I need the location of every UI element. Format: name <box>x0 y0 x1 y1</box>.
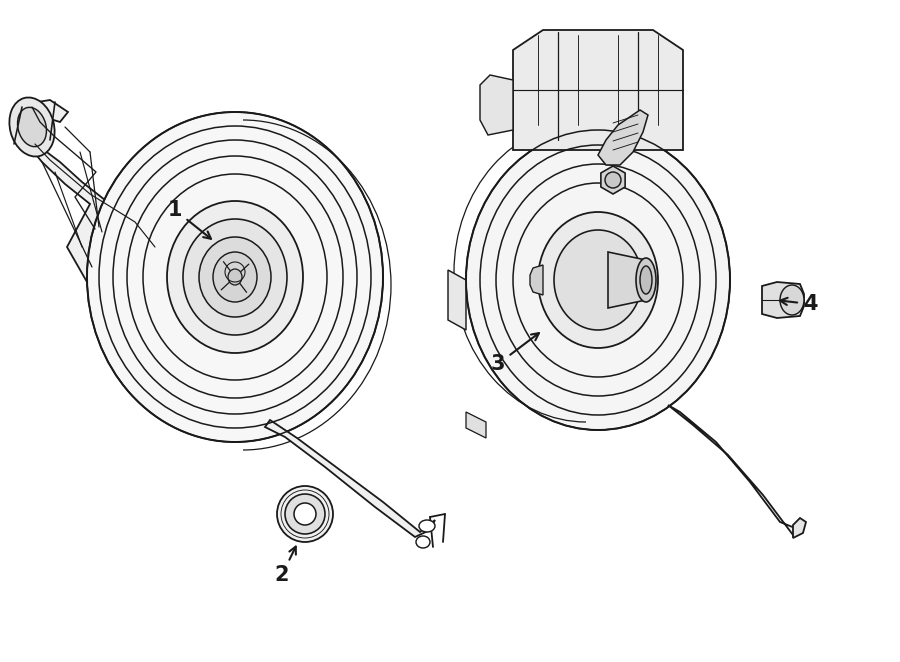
Text: 3: 3 <box>491 333 539 374</box>
Ellipse shape <box>17 107 47 147</box>
Polygon shape <box>265 420 435 537</box>
Polygon shape <box>668 405 800 535</box>
Ellipse shape <box>416 536 430 548</box>
Ellipse shape <box>605 172 621 188</box>
Ellipse shape <box>640 266 652 294</box>
Ellipse shape <box>780 285 804 315</box>
Ellipse shape <box>285 494 325 534</box>
Ellipse shape <box>213 252 257 302</box>
Polygon shape <box>480 75 513 135</box>
Ellipse shape <box>554 230 642 330</box>
Ellipse shape <box>87 112 383 442</box>
Ellipse shape <box>183 219 287 335</box>
Ellipse shape <box>466 130 730 430</box>
Ellipse shape <box>419 520 435 532</box>
Ellipse shape <box>9 97 55 156</box>
Polygon shape <box>466 412 486 438</box>
Polygon shape <box>793 518 806 538</box>
Ellipse shape <box>294 503 316 525</box>
Text: 1: 1 <box>167 200 211 239</box>
Polygon shape <box>598 110 648 165</box>
Polygon shape <box>513 30 683 150</box>
Ellipse shape <box>636 258 656 302</box>
Polygon shape <box>762 282 804 318</box>
Polygon shape <box>601 166 626 194</box>
Ellipse shape <box>277 486 333 542</box>
Ellipse shape <box>167 201 303 353</box>
Polygon shape <box>448 270 466 330</box>
Ellipse shape <box>199 237 271 317</box>
Ellipse shape <box>538 212 658 348</box>
Polygon shape <box>18 100 120 282</box>
Text: 4: 4 <box>780 294 817 314</box>
Polygon shape <box>530 265 543 295</box>
Polygon shape <box>608 252 646 308</box>
Text: 2: 2 <box>274 547 296 585</box>
Ellipse shape <box>228 269 242 285</box>
